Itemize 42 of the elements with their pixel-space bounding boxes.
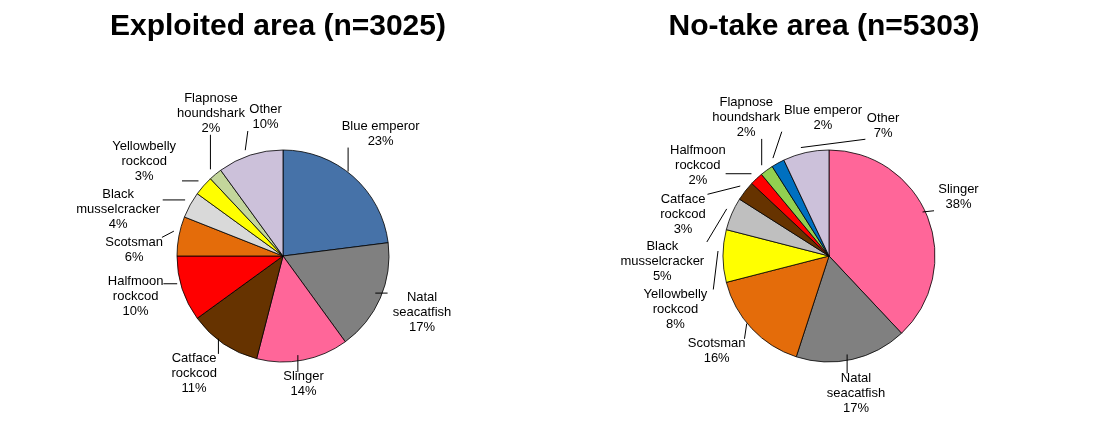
slice-label: Yellowbelly rockcod (643, 286, 708, 317)
data-label: 5% (652, 268, 673, 284)
data-label: 3% (673, 221, 693, 237)
data-label: 8% (666, 316, 686, 332)
data-label: 14% (290, 383, 317, 399)
chart-title: Exploited area (n=3025) (109, 8, 447, 43)
slice-label: Yellowbelly rockcod (112, 138, 177, 169)
data-label: 17% (842, 400, 870, 416)
slice-label: Slinger (938, 181, 980, 197)
slice-label: Other (249, 101, 283, 117)
slice-label: Scotsman (687, 335, 746, 351)
slice-label: Flapnose houndshark (712, 94, 781, 125)
data-label: 2% (736, 124, 757, 140)
slice-label: Scotsman (105, 234, 164, 250)
slice-label: Black musselcracker (620, 238, 705, 269)
data-label: 10% (122, 303, 150, 319)
slice-label: Slinger (283, 368, 325, 384)
slice-label: Catface rockcod (660, 191, 706, 222)
data-label: 6% (124, 249, 144, 265)
data-label: 7% (873, 125, 893, 141)
data-label: 23% (367, 133, 395, 149)
slice-label: Natal seacatfish (826, 370, 886, 401)
slice-label: Halfmoon rockcod (670, 142, 726, 173)
data-label: 2% (201, 120, 221, 136)
slice-label: Natal seacatfish (392, 289, 452, 320)
slice-label: Blue emperor (341, 118, 421, 134)
slice-label: Flapnose houndshark (176, 90, 246, 121)
data-label: 38% (945, 196, 972, 212)
slice-label: Black musselcracker (76, 186, 161, 217)
data-label: 11% (181, 380, 208, 396)
data-label: 3% (134, 168, 154, 184)
slice-label: Halfmoon rockcod (107, 273, 164, 304)
chart-title: No-take area (n=5303) (667, 8, 981, 43)
data-label: 2% (813, 117, 833, 133)
slice-label: Catface rockcod (171, 350, 217, 381)
data-label: 17% (409, 319, 436, 335)
data-label: 10% (252, 116, 280, 132)
data-label: 16% (703, 350, 731, 366)
data-label: 2% (688, 172, 708, 188)
slice-label: Blue emperor (783, 102, 863, 118)
slice-label: Other (866, 110, 901, 126)
data-label: 4% (108, 216, 128, 232)
